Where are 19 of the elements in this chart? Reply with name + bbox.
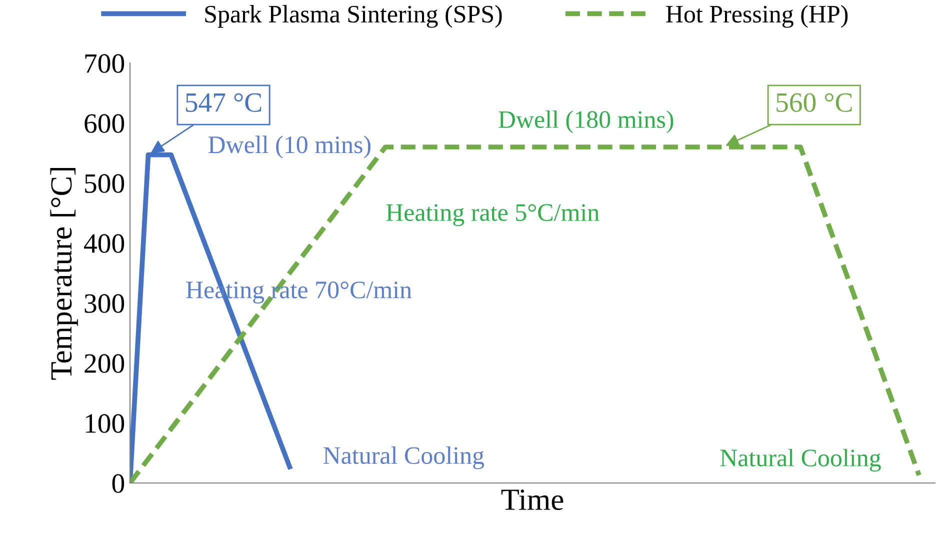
y-tick-label: 0 bbox=[112, 474, 124, 493]
annotation: Dwell (10 mins) bbox=[208, 136, 370, 158]
annotation: Heating rate 5°C/min bbox=[386, 204, 600, 226]
x-axis-title: Time bbox=[501, 490, 564, 510]
y-tick-label: 300 bbox=[84, 294, 124, 313]
annotation: Natural Cooling bbox=[323, 446, 484, 470]
annotation: 547 °C bbox=[186, 93, 262, 112]
y-tick-label: 700 bbox=[85, 54, 124, 73]
annotation: 560 °C bbox=[776, 93, 852, 112]
y-tick-label: 200 bbox=[84, 354, 124, 373]
y-tick-label: 500 bbox=[85, 174, 124, 193]
y-tick-label: 600 bbox=[84, 114, 124, 133]
legend-label: Spark Plasma Sintering (SPS) bbox=[205, 5, 502, 28]
annotation: Natural Cooling bbox=[720, 448, 881, 472]
y-tick-label: 100 bbox=[86, 414, 124, 433]
annotation: Dwell (180 mins) bbox=[498, 110, 674, 134]
y-tick-label: 400 bbox=[84, 234, 124, 253]
y-axis-title: Temperature [°C] bbox=[50, 168, 78, 380]
legend-label: Hot Pressing (HP) bbox=[666, 5, 848, 28]
